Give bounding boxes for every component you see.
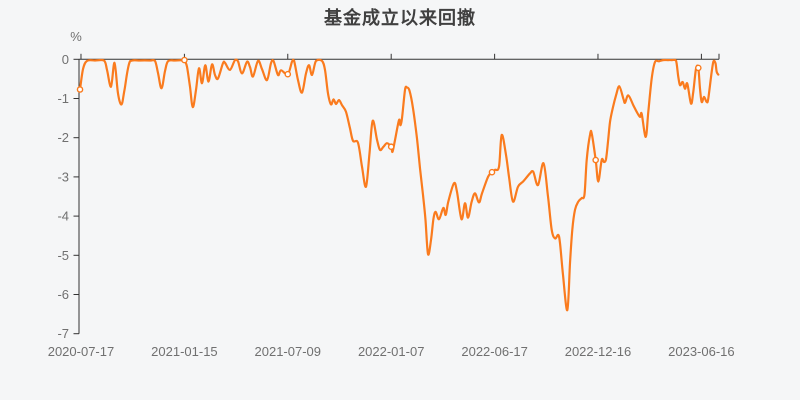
y-tick-label: -5 [57, 248, 69, 263]
y-axis-unit-label: % [70, 29, 82, 44]
x-tick-label: 2020-07-17 [48, 344, 115, 359]
data-point-marker [488, 168, 496, 176]
data-point-marker [592, 156, 599, 164]
data-point-marker [76, 86, 84, 93]
y-tick-label: -7 [57, 326, 69, 341]
data-point-marker [284, 70, 292, 78]
chart-title: 基金成立以来回撤 [324, 8, 476, 28]
data-point-marker [695, 64, 702, 72]
x-tick-label: 2022-06-17 [461, 344, 528, 359]
x-tick-label: 2021-07-09 [255, 344, 322, 359]
data-point-marker [387, 143, 395, 151]
y-tick-label: 0 [62, 52, 69, 67]
x-tick-label: 2022-01-07 [358, 344, 425, 359]
y-tick-label: -1 [57, 91, 69, 106]
y-tick-label: -6 [57, 287, 69, 302]
x-tick-label: 2023-06-16 [668, 344, 735, 359]
drawdown-series-line [78, 58, 720, 312]
y-tick-label: -4 [57, 209, 69, 224]
x-tick-label: 2022-12-16 [565, 344, 632, 359]
data-point-marker [181, 56, 188, 64]
y-tick-label: -3 [57, 169, 69, 184]
x-tick-label: 2021-01-15 [151, 344, 218, 359]
y-tick-label: -2 [57, 130, 69, 145]
